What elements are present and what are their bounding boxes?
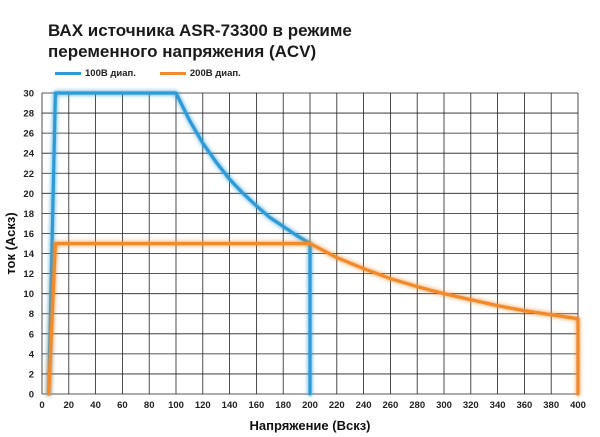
- x-tick-label: 380: [543, 400, 559, 411]
- x-tick-label: 240: [356, 400, 372, 411]
- x-tick-label: 120: [195, 400, 211, 411]
- y-tick-label: 22: [23, 169, 34, 180]
- legend: 100В диап. 200В диап.: [55, 68, 265, 79]
- y-tick-label: 4: [29, 349, 35, 360]
- x-tick-label: 100: [168, 400, 184, 411]
- x-tick-label: 180: [275, 400, 291, 411]
- x-tick-label: 80: [144, 400, 155, 411]
- y-tick-label: 6: [29, 329, 34, 340]
- chart-title-line-1: ВАХ источника ASR-73300 в режиме: [48, 21, 352, 40]
- legend-item-100v: 100В диап.: [55, 68, 136, 79]
- y-tick-label: 8: [29, 309, 34, 320]
- x-tick-label: 340: [490, 400, 506, 411]
- x-tick-label: 360: [516, 400, 532, 411]
- legend-swatch-100v: [55, 72, 81, 75]
- series-lines: [47, 91, 580, 396]
- y-tick-label: 14: [23, 249, 34, 260]
- series-line-200v: [47, 241, 580, 396]
- y-tick-label: 18: [23, 209, 34, 220]
- y-tick-label: 12: [23, 269, 34, 280]
- x-tick-label: 220: [329, 400, 345, 411]
- chart-title: ВАХ источника ASR-73300 в режиме перемен…: [48, 20, 352, 62]
- y-tick-label: 10: [23, 289, 34, 300]
- y-tick-label: 30: [23, 89, 34, 100]
- x-tick-label: 200: [302, 400, 318, 411]
- x-tick-label: 60: [117, 400, 128, 411]
- y-tick-label: 28: [23, 109, 34, 120]
- y-tick-label: 16: [23, 229, 34, 240]
- x-tick-label: 0: [39, 400, 44, 411]
- legend-swatch-200v: [159, 72, 186, 75]
- y-tick-label: 24: [23, 149, 34, 160]
- x-tick-label: 160: [248, 400, 264, 411]
- series-line-100v: [47, 91, 312, 396]
- x-tick-label: 140: [222, 400, 238, 411]
- legend-label-200v: 200В диап.: [189, 68, 241, 79]
- x-tick-label: 260: [382, 400, 398, 411]
- y-axis-label: ток (Аскз): [3, 212, 18, 274]
- x-tick-labels: 0 20 40 60 80 100 120 140 160 180 200 220 240 260 280 3…: [39, 400, 586, 411]
- y-tick-label: 26: [23, 129, 34, 140]
- x-tick-label: 40: [90, 400, 101, 411]
- y-tick-label: 0: [29, 390, 34, 401]
- legend-item-200v: 200В диап.: [159, 68, 241, 79]
- y-tick-label: 2: [29, 369, 34, 380]
- x-tick-label: 320: [463, 400, 479, 411]
- x-tick-label: 300: [436, 400, 452, 411]
- chart-title-line-2: переменного напряжения (ACV): [48, 42, 317, 61]
- legend-label-100v: 100В диап.: [85, 68, 136, 79]
- x-tick-label: 400: [570, 400, 586, 411]
- x-tick-label: 20: [64, 400, 75, 411]
- x-tick-label: 280: [409, 400, 425, 411]
- x-axis-label: Напряжение (Вскз): [249, 418, 370, 433]
- y-tick-label: 20: [23, 189, 34, 200]
